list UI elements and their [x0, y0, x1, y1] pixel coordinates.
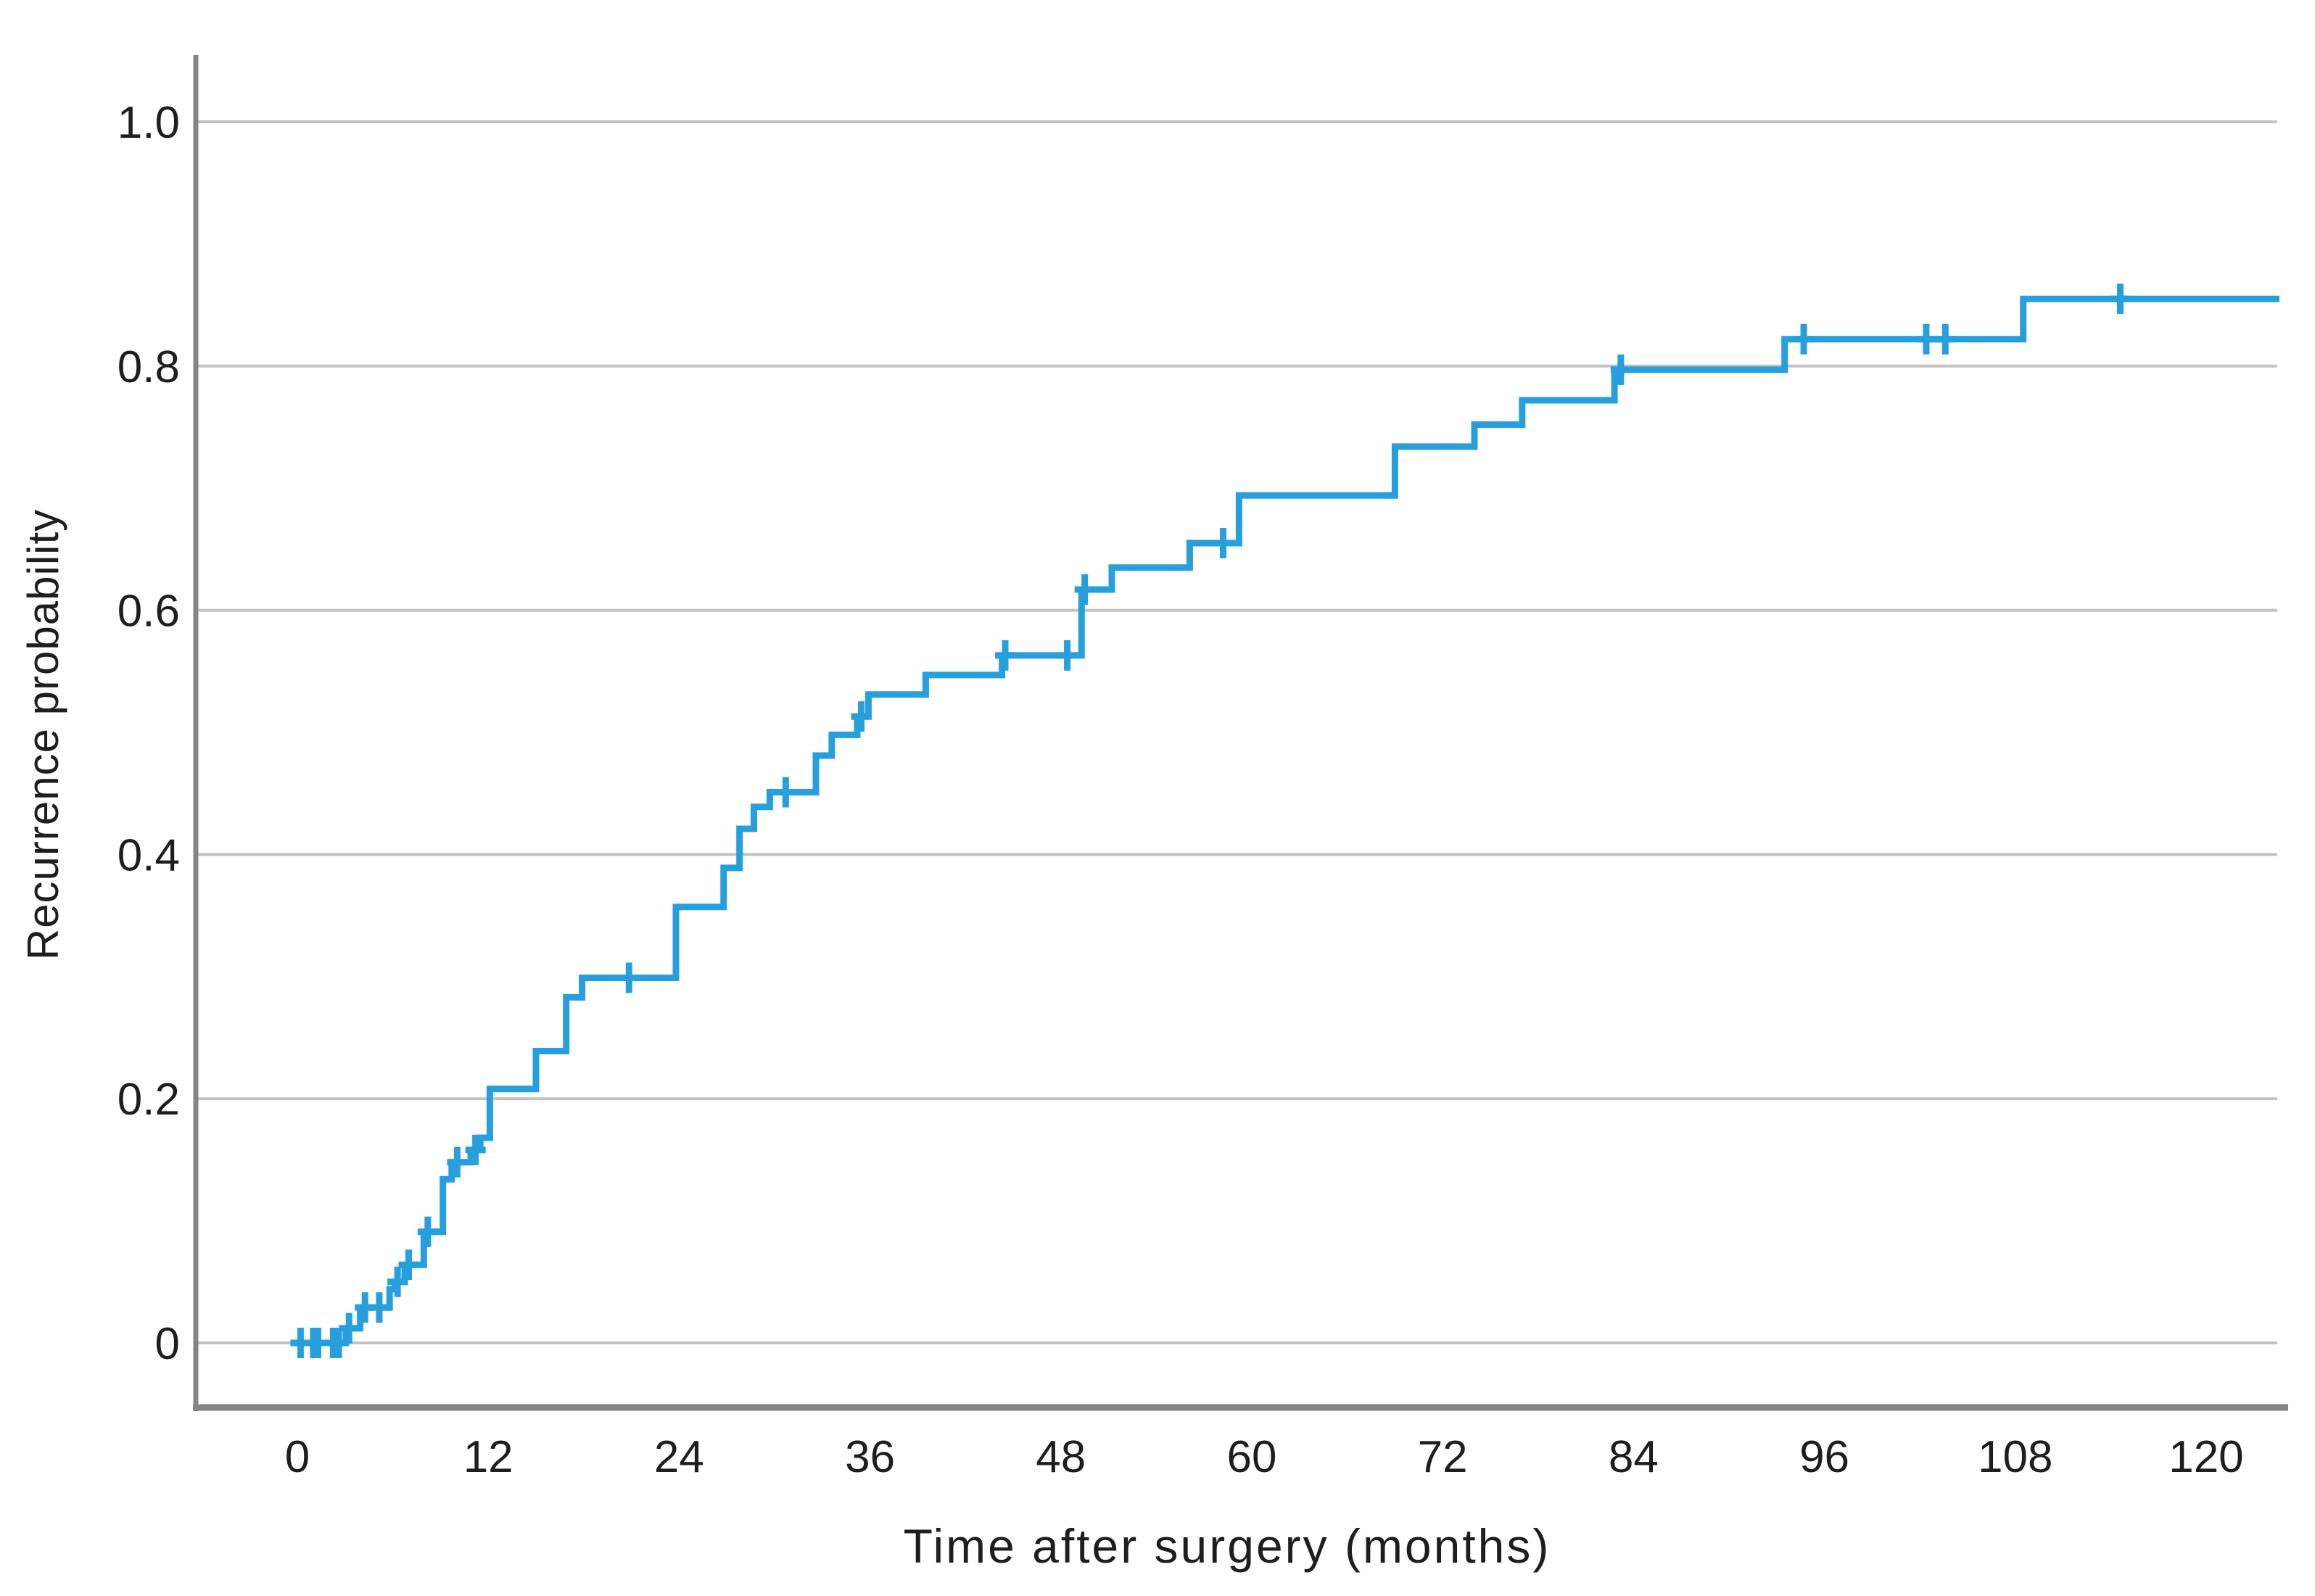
x-tick-label: 24	[654, 1432, 704, 1482]
censor-mark	[368, 1292, 389, 1323]
censor-mark	[329, 1328, 350, 1358]
censor-mark	[447, 1146, 468, 1178]
censor-mark	[1935, 323, 1956, 355]
axes	[193, 55, 2288, 1411]
censor-mark	[387, 1266, 408, 1297]
censor-marks	[290, 284, 2131, 1358]
censor-mark	[1057, 640, 1078, 671]
y-tick-label: 0.6	[117, 587, 180, 637]
x-tick-label: 0	[285, 1432, 310, 1482]
censor-mark	[1213, 527, 1234, 558]
x-tick-label: 108	[1978, 1432, 2052, 1482]
censor-mark	[1074, 574, 1095, 605]
y-tick-label: 1.0	[117, 98, 180, 148]
censor-mark	[398, 1249, 419, 1281]
y-tick-label: 0	[155, 1319, 180, 1369]
censor-mark	[465, 1134, 486, 1165]
censor-mark	[1794, 323, 1815, 355]
y-tick-labels: 0 0.2 0.4 0.6 0.8 1.0	[117, 98, 180, 1369]
censor-mark	[851, 701, 872, 732]
y-axis-title: Recurrence probability	[19, 509, 67, 960]
x-tick-label: 60	[1226, 1432, 1276, 1482]
survival-curve	[297, 295, 2279, 1347]
y-tick-label: 0.2	[117, 1075, 180, 1125]
x-tick-label: 48	[1036, 1432, 1086, 1482]
censor-mark	[619, 962, 640, 993]
y-tick-label: 0.8	[117, 342, 180, 392]
x-tick-label: 84	[1609, 1432, 1659, 1482]
censor-mark	[1915, 323, 1936, 355]
censor-mark	[2110, 284, 2131, 315]
censor-mark	[339, 1312, 360, 1344]
x-tick-labels: 0 12 24 36 48 60 72 84 96 108 120	[285, 1432, 2244, 1482]
gridlines	[196, 120, 2277, 1344]
x-tick-label: 120	[2168, 1432, 2243, 1482]
censor-mark	[775, 777, 796, 808]
x-tick-label: 96	[1799, 1432, 1849, 1482]
y-tick-label: 0.4	[117, 830, 180, 880]
x-tick-label: 36	[845, 1432, 895, 1482]
x-tick-label: 12	[463, 1432, 513, 1482]
x-tick-label: 72	[1418, 1432, 1468, 1482]
censor-mark	[1610, 354, 1631, 385]
censor-mark	[417, 1216, 438, 1247]
censor-mark	[995, 640, 1016, 671]
x-axis-title: Time after surgery (months)	[904, 1519, 1551, 1573]
